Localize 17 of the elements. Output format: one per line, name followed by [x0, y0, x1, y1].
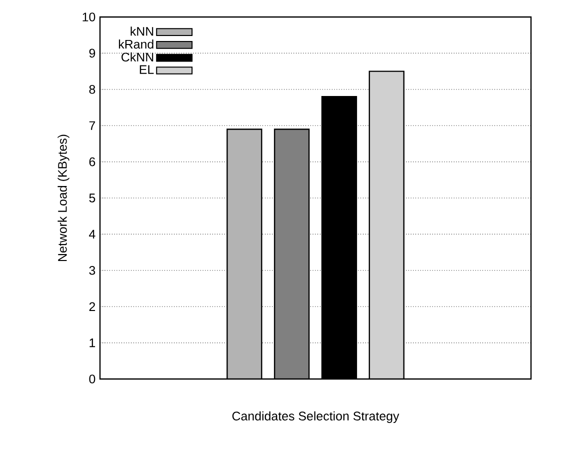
y-tick-label: 3 — [89, 266, 96, 275]
y-tick-label: 5 — [89, 194, 96, 202]
y-axis-title: Network Load (KBytes) — [58, 134, 70, 262]
legend-label: kNN — [130, 26, 154, 36]
y-tick-label: 10 — [82, 12, 96, 22]
legend-label: kRand — [118, 39, 154, 49]
y-tick-label: 4 — [89, 230, 96, 238]
y-tick-label: 7 — [89, 121, 96, 130]
x-axis-title: Candidates Selection Strategy — [232, 411, 400, 423]
y-tick-label: 2 — [89, 302, 96, 311]
y-tick-label: 1 — [90, 338, 96, 348]
legend-label: CkNN — [122, 52, 154, 62]
y-tick-label: 8 — [89, 84, 96, 94]
y-tick-label: 6 — [89, 157, 96, 166]
y-tick-label: 9 — [89, 48, 96, 58]
legend-label: EL — [140, 65, 154, 74]
y-tick-label: 0 — [89, 374, 96, 384]
